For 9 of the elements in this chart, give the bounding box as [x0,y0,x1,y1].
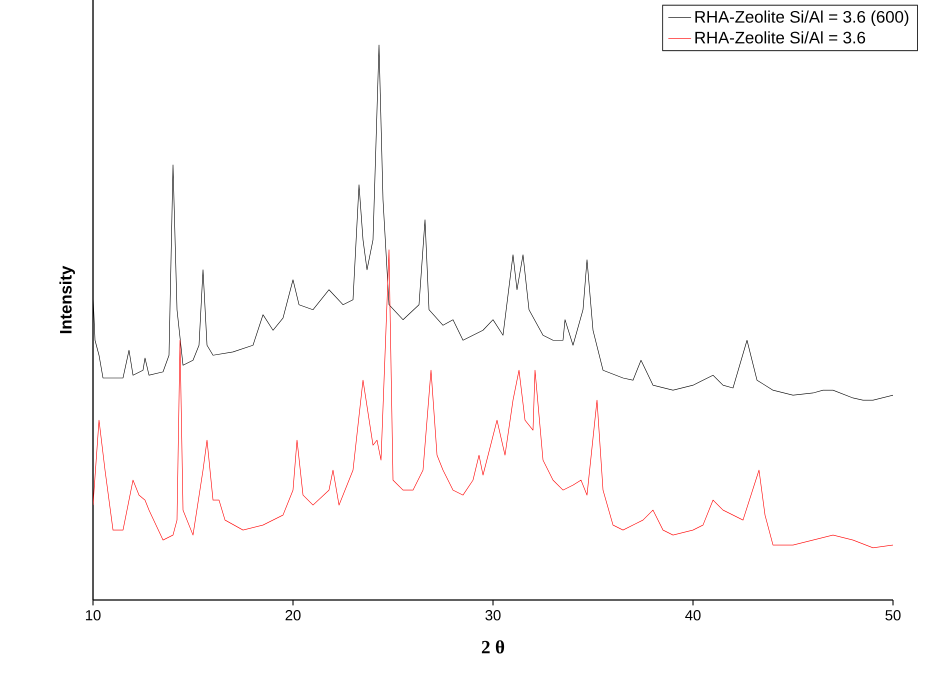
y-axis-title: Intensity [59,266,75,334]
x-axis-title: 2 θ [482,640,504,654]
x-tick-label: 50 [885,610,901,620]
legend-label: RHA-Zeolite Si/Al = 3.6 [695,31,866,44]
x-tick-label: 10 [86,610,101,620]
legend-label: RHA-Zeolite Si/Al = 3.6 (600) [695,10,908,26]
x-tick-label: 20 [286,610,301,620]
x-tick-label: 30 [485,610,501,620]
x-tick-label: 40 [685,610,701,620]
